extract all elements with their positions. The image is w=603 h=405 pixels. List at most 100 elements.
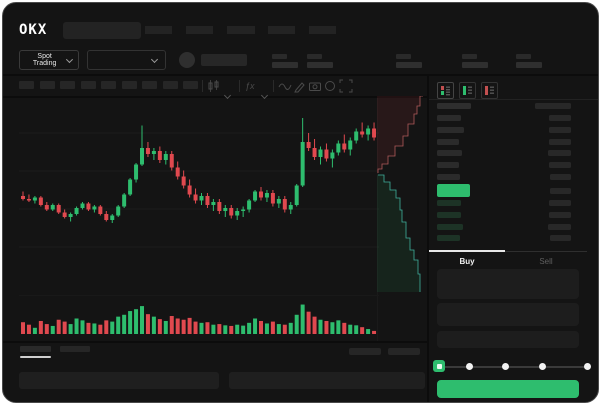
chart-footer-placeholder[interactable] <box>349 348 381 355</box>
price-cell <box>437 103 471 109</box>
fullscreen-icon[interactable] <box>339 79 353 93</box>
depth-divider <box>377 98 378 341</box>
orderbook-ask-row[interactable] <box>437 174 587 180</box>
timeframe-button[interactable] <box>121 81 137 89</box>
toolbar-separator <box>239 80 240 92</box>
depth-chart[interactable] <box>377 96 429 296</box>
divider <box>3 341 427 343</box>
search-input[interactable] <box>63 22 141 39</box>
amount-cell <box>550 235 571 242</box>
timeframe-button[interactable] <box>162 81 178 89</box>
slider-step-dot[interactable] <box>466 363 473 370</box>
slider-step-dot[interactable] <box>539 363 546 370</box>
price-cell <box>437 184 470 197</box>
indicators-icon[interactable]: ƒx <box>245 81 255 91</box>
tab-divider <box>505 251 587 252</box>
price-cell <box>437 162 459 169</box>
candle-type-icon[interactable] <box>207 79 221 93</box>
ticker-stat <box>396 54 423 69</box>
nav-item[interactable] <box>227 26 255 34</box>
orderbook-bid-row[interactable] <box>437 211 587 218</box>
slider-step-dot[interactable] <box>584 363 591 370</box>
nav-item[interactable] <box>309 26 336 34</box>
price-cell <box>437 138 459 145</box>
price-cell <box>437 174 460 180</box>
volume-chart[interactable] <box>19 297 379 337</box>
draw-tool-icon[interactable] <box>293 79 307 93</box>
amount-slider-track[interactable] <box>439 366 588 368</box>
orderbook-ask-row[interactable] <box>437 162 587 169</box>
target-circle-icon[interactable] <box>323 79 337 93</box>
coin-icon <box>179 52 195 68</box>
chart-footer-placeholder[interactable] <box>388 348 420 355</box>
amount-cell <box>549 115 571 121</box>
nav-item[interactable] <box>186 26 213 34</box>
total-input[interactable] <box>437 331 579 348</box>
divider <box>429 99 598 100</box>
amount-slider-handle[interactable] <box>433 360 445 372</box>
market-type-label: Spot Trading <box>32 53 57 67</box>
orderbook-ask-row[interactable] <box>437 115 587 121</box>
sell-tab[interactable]: Sell <box>539 257 553 266</box>
nav-item[interactable] <box>268 26 295 34</box>
buy-tab[interactable]: Buy <box>459 257 475 266</box>
orderbook-panel: Buy Sell <box>429 75 598 402</box>
price-cell <box>437 211 461 218</box>
pair-selector-dropdown[interactable] <box>87 50 166 70</box>
amount-cell <box>549 126 571 133</box>
compare-wave-icon[interactable] <box>278 79 292 93</box>
buy-submit-button[interactable] <box>437 380 579 398</box>
amount-input[interactable] <box>437 303 579 326</box>
timeframe-button[interactable] <box>183 81 198 89</box>
orderbook-view-toggle <box>437 82 498 99</box>
orderbook-last-price-row[interactable] <box>437 184 587 197</box>
timeframe-button[interactable] <box>101 81 116 89</box>
amount-cell <box>549 200 571 206</box>
ticker-stat <box>516 54 543 69</box>
chevron-down-icon <box>66 55 74 63</box>
price-cell <box>437 223 463 230</box>
chevron-down-icon <box>150 55 159 63</box>
ticker-stat <box>462 54 489 69</box>
orders-tab-active[interactable] <box>20 346 51 352</box>
orderbook-rows <box>437 102 587 247</box>
timeframe-button[interactable] <box>142 81 157 89</box>
ticker-stat <box>307 54 334 69</box>
orderbook-ask-row[interactable] <box>437 138 587 145</box>
orderbook-header-row[interactable] <box>437 103 587 109</box>
price-input[interactable] <box>437 269 579 299</box>
amount-cell <box>548 223 571 230</box>
amount-cell <box>549 211 571 218</box>
timeframe-button[interactable] <box>60 81 75 89</box>
orderbook-asks-view-icon[interactable] <box>481 82 498 99</box>
okx-logo[interactable]: OKX <box>19 22 48 38</box>
price-cell <box>437 115 461 121</box>
buy-tab-indicator <box>429 250 505 252</box>
orderbook-ask-row[interactable] <box>437 150 587 157</box>
orderbook-ask-row[interactable] <box>437 126 587 133</box>
amount-cell <box>549 138 571 145</box>
timeframe-button[interactable] <box>39 81 55 89</box>
orderbook-bids-view-icon[interactable] <box>459 82 476 99</box>
camera-icon[interactable] <box>308 79 322 93</box>
orderbook-combined-view-icon[interactable] <box>437 82 454 99</box>
price-cell <box>437 150 462 157</box>
amount-cell <box>550 174 571 180</box>
orderbook-bid-row[interactable] <box>437 200 587 206</box>
orderbook-bid-row[interactable] <box>437 235 587 242</box>
amount-cell <box>535 103 571 109</box>
market-type-dropdown[interactable]: Spot Trading <box>19 50 79 70</box>
amount-cell <box>548 150 571 157</box>
timeframe-button[interactable] <box>80 81 96 89</box>
candlestick-chart[interactable] <box>19 96 379 296</box>
nav-item[interactable] <box>145 26 172 34</box>
trade-tabs: Buy Sell <box>429 250 587 272</box>
panel-divider <box>427 75 429 402</box>
pair-name-placeholder <box>201 54 247 66</box>
slider-step-dot[interactable] <box>502 363 509 370</box>
orderbook-bid-row[interactable] <box>437 223 587 230</box>
toolbar-separator <box>273 80 274 92</box>
orders-tab[interactable] <box>60 346 90 352</box>
timeframe-button[interactable] <box>19 81 34 89</box>
